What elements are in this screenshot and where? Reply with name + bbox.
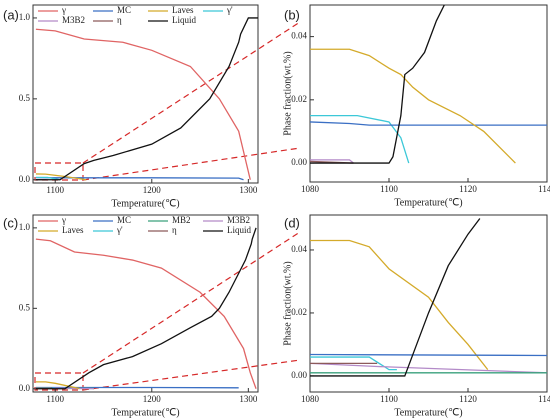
panel: 1100 1200 1300 0.0 0.5 1.0 Temperature(℃) (c) γ M… bbox=[3, 214, 259, 418]
legend-label: γ bbox=[61, 215, 66, 225]
x-tick-label: 1120 bbox=[459, 394, 477, 404]
series-line bbox=[35, 381, 80, 390]
panel-label: (d) bbox=[284, 215, 300, 230]
series-line bbox=[35, 173, 87, 181]
panel-label: (a) bbox=[3, 7, 19, 22]
series-line bbox=[310, 356, 397, 371]
zoom-box bbox=[34, 162, 84, 181]
plot-frame bbox=[32, 4, 259, 184]
y-tick-label: 0.04 bbox=[291, 31, 307, 41]
y-axis-label: Phase fraction(wt.%) bbox=[282, 51, 293, 135]
x-axis-label: Temperature(℃) bbox=[111, 407, 179, 418]
legend-label: γ' bbox=[116, 225, 123, 235]
series-line bbox=[310, 159, 354, 164]
series-line bbox=[310, 218, 481, 377]
x-tick-label: 1200 bbox=[143, 185, 162, 195]
y-tick-label: 1.0 bbox=[19, 222, 31, 232]
series-line bbox=[35, 17, 258, 181]
y-tick-label: 0.02 bbox=[291, 307, 307, 317]
series-line bbox=[310, 5, 445, 164]
legend-label: Laves bbox=[172, 5, 194, 15]
zoom-line bbox=[82, 231, 301, 374]
legend-label: M3B2 bbox=[227, 215, 250, 225]
legend-label: γ' bbox=[226, 5, 233, 15]
y-tick-label: 0.5 bbox=[19, 93, 31, 103]
y-tick-label: 0.00 bbox=[291, 157, 307, 167]
legend-label: Liquid bbox=[172, 15, 196, 25]
series-line bbox=[310, 114, 410, 164]
x-tick-label: 1080 bbox=[301, 394, 320, 404]
series-line bbox=[35, 238, 257, 390]
plot-frame bbox=[309, 4, 548, 183]
plot-frame bbox=[32, 214, 259, 393]
series-line bbox=[35, 176, 61, 181]
x-tick-label: 1100 bbox=[380, 394, 398, 404]
series-line bbox=[310, 353, 547, 357]
legend-label: η bbox=[117, 15, 122, 25]
x-tick-label: 1100 bbox=[46, 185, 64, 195]
y-tick-label: 0.0 bbox=[19, 383, 31, 393]
legend-label: M3B2 bbox=[62, 15, 85, 25]
legend-label: η bbox=[172, 225, 177, 235]
x-tick-label: 1300 bbox=[239, 185, 258, 195]
x-axis-label: Temperature(℃) bbox=[394, 197, 462, 208]
legend-label: Liquid bbox=[227, 225, 251, 235]
x-tick-label: 1120 bbox=[459, 184, 477, 194]
x-tick-label: 1080 bbox=[301, 184, 320, 194]
series-line bbox=[310, 121, 547, 126]
legend-label: MB2 bbox=[172, 215, 191, 225]
y-tick-label: 1.0 bbox=[19, 12, 31, 22]
series-line bbox=[310, 362, 547, 374]
zoom-box bbox=[34, 372, 84, 391]
series-line bbox=[310, 239, 489, 371]
plot-frame bbox=[309, 214, 548, 393]
series-line bbox=[310, 48, 516, 164]
y-tick-label: 0.00 bbox=[291, 370, 307, 380]
legend-label: MC bbox=[117, 5, 131, 15]
y-tick-label: 0.0 bbox=[19, 174, 31, 184]
y-tick-label: 0.04 bbox=[291, 244, 307, 254]
y-axis-label: Phase fraction(wt.%) bbox=[282, 261, 293, 345]
x-tick-label: 1100 bbox=[46, 394, 64, 404]
x-tick-label: 1300 bbox=[239, 394, 258, 404]
x-tick-label: 1200 bbox=[143, 394, 162, 404]
legend-label: γ bbox=[61, 5, 66, 15]
panel-label: (c) bbox=[3, 215, 18, 230]
series-line bbox=[35, 28, 251, 180]
x-axis-label: Temperature(℃) bbox=[394, 407, 462, 418]
zoom-line bbox=[82, 21, 301, 164]
x-tick-label: 1100 bbox=[380, 184, 398, 194]
zoom-line bbox=[82, 359, 301, 391]
zoom-line bbox=[82, 147, 301, 181]
legend-label: MC bbox=[117, 215, 131, 225]
zoom-guides bbox=[34, 21, 301, 391]
y-tick-label: 0.02 bbox=[291, 94, 307, 104]
y-tick-label: 0.5 bbox=[19, 302, 31, 312]
panel-label: (b) bbox=[284, 7, 300, 22]
legend-label: Laves bbox=[62, 225, 84, 235]
x-axis-label: Temperature(℃) bbox=[111, 198, 179, 209]
series-line bbox=[35, 227, 257, 390]
